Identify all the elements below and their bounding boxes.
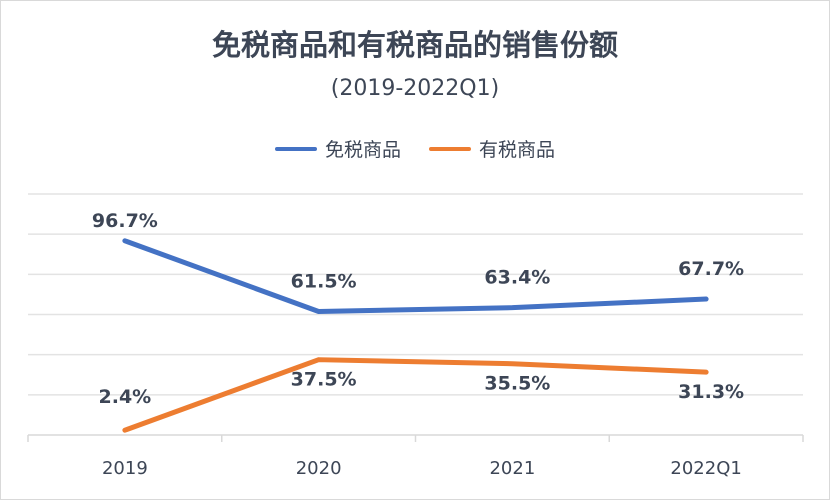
legend: 免税商品 有税商品 — [0, 135, 830, 162]
data-label: 96.7% — [92, 210, 158, 232]
data-label: 31.3% — [678, 381, 744, 403]
data-label: 61.5% — [291, 270, 357, 292]
data-label: 63.4% — [484, 267, 550, 289]
data-label: 37.5% — [291, 369, 357, 391]
legend-label-taxed: 有税商品 — [479, 139, 556, 161]
data-label: 67.7% — [678, 258, 744, 280]
x-tick-label: 2020 — [296, 458, 342, 479]
data-label: 35.5% — [484, 373, 550, 395]
x-tick-label: 2021 — [489, 458, 535, 479]
legend-swatch-duty-free — [274, 146, 317, 151]
data-label: 2.4% — [99, 386, 152, 408]
x-tick-label: 2019 — [102, 458, 148, 479]
legend-label-duty-free: 免税商品 — [324, 139, 401, 161]
legend-item-duty-free: 免税商品 — [274, 135, 401, 162]
series-line-taxed — [122, 357, 709, 433]
legend-swatch-taxed — [429, 146, 471, 151]
x-tick-label: 2022Q1 — [670, 458, 741, 479]
legend-item-taxed: 有税商品 — [429, 135, 555, 162]
chart-subtitle: (2019-2022Q1) — [330, 76, 500, 101]
series-line-duty-free — [122, 238, 709, 314]
chart-title: 免税商品和有税商品的销售份额 — [211, 28, 618, 62]
